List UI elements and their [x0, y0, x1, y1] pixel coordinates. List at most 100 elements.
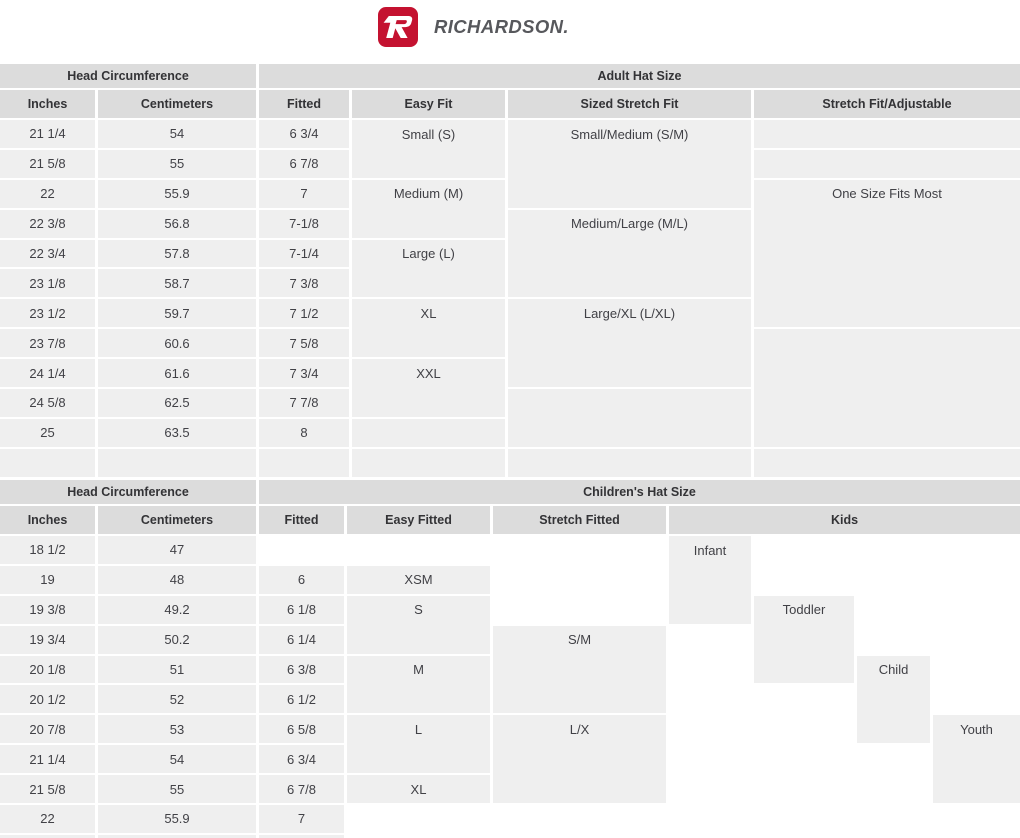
brand-name: RICHARDSON. — [434, 16, 569, 37]
size-cell: XSM — [347, 565, 490, 594]
cell-text: 61.6 — [164, 365, 190, 381]
cell-text: Sized Stretch Fit — [580, 96, 679, 111]
size-cell — [352, 418, 505, 447]
cell-text: 6 3/4 — [289, 126, 319, 142]
cell-text: One Size Fits Most — [832, 186, 942, 202]
cell-text: 52 — [169, 691, 185, 707]
size-cell: 58.7 — [98, 269, 256, 298]
cell-text: 6 1/8 — [287, 602, 316, 618]
column-header-sized-stretch-fit: Sized Stretch Fit — [508, 90, 751, 118]
cell-text: Kids — [830, 512, 859, 527]
size-cell — [0, 448, 95, 477]
size-cell: 19 — [0, 565, 95, 594]
cell-text: Adult Hat Size — [597, 68, 682, 83]
cell-text: 25 — [40, 425, 55, 441]
cell-text: 22 — [40, 186, 55, 202]
cell-text: XSM — [404, 572, 433, 588]
size-cell: 51 — [98, 655, 256, 684]
cell-text: Children's Hat Size — [583, 484, 696, 499]
size-cell: 56.8 — [98, 209, 256, 238]
size-cell: 54 — [98, 120, 256, 148]
size-cell: 8 — [259, 418, 349, 447]
size-cell: 20 7/8 — [0, 715, 95, 744]
cell-text: L/X — [569, 721, 590, 737]
size-cell — [754, 448, 1020, 477]
cell-text: Easy Fitted — [385, 512, 452, 527]
size-cell: XXL — [352, 359, 505, 417]
cell-text: 18 1/2 — [29, 542, 66, 558]
size-cell — [754, 120, 1020, 148]
size-cell: 7 — [259, 179, 349, 208]
size-cell: 6 7/8 — [259, 775, 344, 804]
size-cell: 22 3/4 — [0, 239, 95, 268]
group-header-adult-hat-size: Adult Hat Size — [259, 64, 1020, 88]
size-cell: Large (L) — [352, 239, 505, 298]
cell-text: 6 1/2 — [287, 691, 316, 707]
cell-text: Inches — [27, 512, 68, 527]
size-cell — [98, 448, 256, 477]
size-cell: 62.5 — [98, 389, 256, 417]
size-cell: Child — [857, 655, 930, 744]
size-cell: 55 — [98, 149, 256, 178]
group-header-head-circumference: Head Circumference — [0, 480, 256, 504]
cell-text: 7 3/4 — [289, 365, 319, 381]
size-cell: 22 3/8 — [0, 209, 95, 238]
cell-text: 21 5/8 — [29, 781, 66, 797]
cell-text: Medium/Large (M/L) — [570, 216, 689, 232]
size-cell: 7 3/8 — [259, 269, 349, 298]
size-cell: 6 3/8 — [259, 655, 344, 684]
cell-text: 47 — [169, 542, 185, 558]
cell-text: 23 1/8 — [29, 275, 66, 291]
cell-text: 55.9 — [164, 811, 190, 827]
size-cell: 6 3/4 — [259, 745, 344, 774]
size-cell: Youth — [933, 715, 1020, 804]
size-cell: Medium (M) — [352, 179, 505, 238]
size-cell: 54 — [98, 745, 256, 774]
size-cell: 6 1/8 — [259, 595, 344, 624]
size-cell: 7 — [259, 805, 344, 833]
cell-text: 7 1/2 — [289, 305, 319, 321]
cell-text: 23 7/8 — [29, 335, 66, 351]
cell-text: 7 — [297, 811, 306, 827]
cell-text: 7 3/8 — [289, 275, 319, 291]
size-cell: One Size Fits Most — [754, 179, 1020, 328]
cell-text: 50.2 — [164, 632, 190, 648]
size-cell: Small (S) — [352, 120, 505, 178]
size-cell: 49.2 — [98, 595, 256, 624]
size-cell: L/X — [493, 715, 666, 804]
size-cell: S — [347, 595, 490, 654]
cell-text: 63.5 — [164, 425, 190, 441]
cell-text: XL — [410, 781, 427, 797]
childrens-hat-size-table: Head Circumference Children's Hat Size Inc… — [0, 480, 1020, 838]
cell-text: Stretch Fit/Adjustable — [822, 96, 952, 111]
cell-text: Small/Medium (S/M) — [570, 126, 689, 142]
size-cell: 23 1/8 — [0, 269, 95, 298]
cell-text: 7 5/8 — [289, 335, 319, 351]
cell-text: 7 7/8 — [289, 395, 319, 411]
size-cell: 23 7/8 — [0, 329, 95, 358]
size-cell: 20 1/2 — [0, 685, 95, 714]
size-cell: Toddler — [754, 595, 854, 684]
cell-text: Fitted — [286, 96, 322, 111]
cell-text: 55.9 — [164, 186, 190, 202]
cell-text: 48 — [169, 572, 185, 588]
cell-text: Youth — [960, 721, 993, 737]
cell-text: 54 — [169, 126, 185, 142]
cell-text: S/M — [567, 632, 592, 648]
cell-text: Large/XL (L/XL) — [583, 305, 676, 321]
cell-text: Head Circumference — [67, 484, 189, 499]
cell-text: 55 — [169, 156, 185, 172]
size-cell: 21 5/8 — [0, 149, 95, 178]
size-cell — [508, 389, 751, 447]
size-cell: 6 3/4 — [259, 120, 349, 148]
size-cell: Infant — [669, 536, 751, 624]
size-cell: 50.2 — [98, 625, 256, 654]
size-cell: 60.6 — [98, 329, 256, 358]
cell-text: XL — [420, 305, 437, 321]
size-cell: 52 — [98, 685, 256, 714]
cell-text: Stretch Fitted — [539, 512, 620, 527]
cell-text: 24 5/8 — [29, 395, 66, 411]
cell-text: 60.6 — [164, 335, 190, 351]
size-cell: M — [347, 655, 490, 714]
cell-text: 21 5/8 — [29, 156, 66, 172]
